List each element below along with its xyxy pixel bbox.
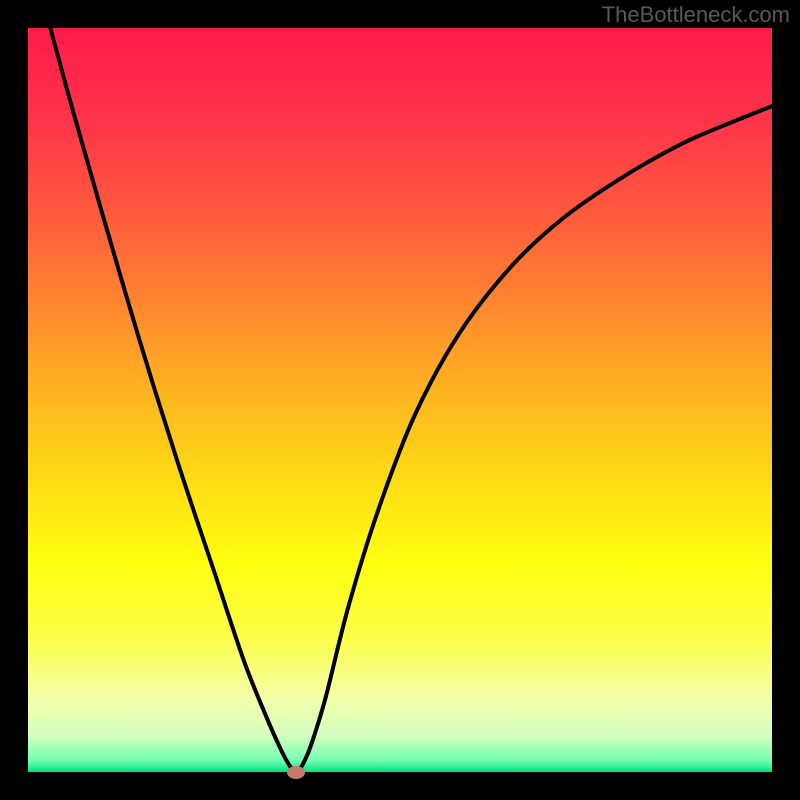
bottleneck-curve: [50, 28, 772, 772]
bottleneck-chart: TheBottleneck.com: [0, 0, 800, 800]
watermark-text: TheBottleneck.com: [602, 2, 790, 28]
plot-area: [28, 28, 772, 772]
optimum-marker: [287, 766, 305, 779]
curve-svg: [28, 28, 772, 772]
